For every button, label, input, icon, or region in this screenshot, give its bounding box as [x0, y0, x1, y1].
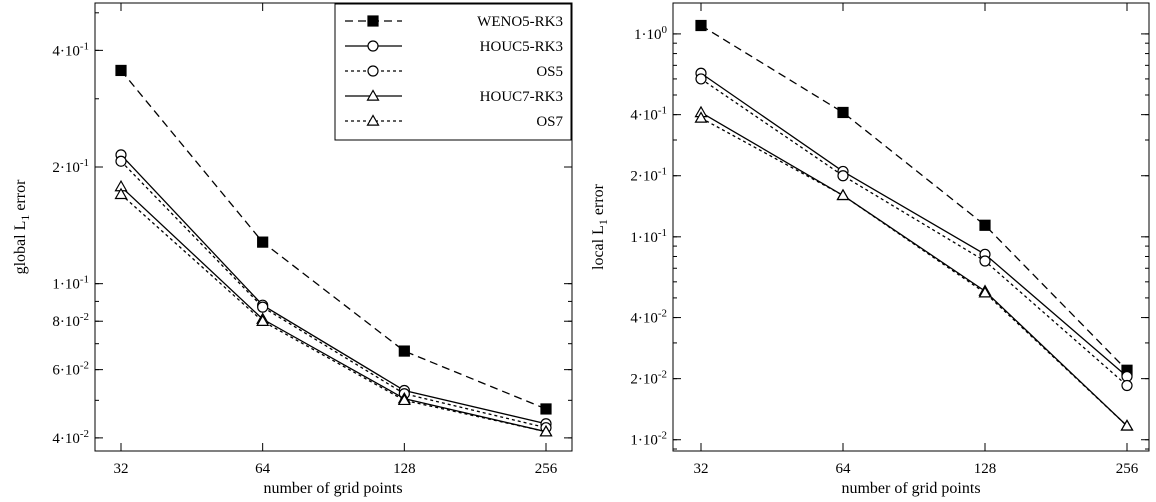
global-error-chart: 32 64 128 256 4·10-2 6·10-2 8·10-2 1·10-1 2·10-1…: [12, 2, 573, 497]
y-tick-label: 4·10-2: [52, 428, 89, 447]
series-line: [700, 24, 1128, 371]
data-point: [540, 403, 552, 415]
data-point: [694, 111, 708, 123]
plot-frame: [94, 2, 573, 452]
series-line: [120, 160, 547, 429]
y-tick-label: 1·100: [634, 24, 668, 43]
x-tick-label: 64: [255, 461, 271, 477]
data-point: [366, 114, 380, 126]
series: [695, 67, 1133, 383]
legend-label: HOUC5-RK3: [480, 39, 563, 55]
data-point: [539, 424, 553, 437]
series-line: [700, 117, 1128, 427]
y-axis-title: global L1 error: [12, 179, 32, 275]
tick-group: 32 64 128 256 4·10-2 6·10-2 8·10-2 1·10-1 2·10-1…: [52, 3, 572, 477]
x-tick-label: 256: [535, 461, 558, 477]
y-tick-label: 2·10-1: [630, 166, 667, 185]
series: [695, 19, 1133, 376]
legend-label: WENO5-RK3: [477, 14, 563, 30]
data-point: [367, 40, 379, 52]
y-tick-label: 4·10-1: [630, 105, 667, 124]
y-tick-label: 8·10-2: [52, 311, 89, 330]
data-point: [1120, 419, 1134, 431]
data-point: [836, 188, 850, 201]
x-tick-label: 128: [393, 461, 416, 477]
y-tick-label: 1·10-1: [630, 227, 667, 246]
data-point: [837, 170, 849, 182]
data-point: [1121, 379, 1133, 392]
series-line: [120, 154, 547, 425]
y-tick-label: 2·10-2: [630, 369, 667, 388]
legend-item: WENO5-RK3: [345, 14, 563, 30]
series: [694, 105, 1134, 431]
x-axis-title: number of grid points: [841, 480, 980, 497]
y-tick-label: 4·10-2: [630, 308, 667, 327]
data-point: [837, 106, 849, 119]
data-point: [695, 73, 707, 85]
data-point: [257, 236, 269, 248]
x-axis-title: number of grid points: [263, 480, 402, 497]
legend-label: HOUC7-RK3: [480, 89, 563, 105]
series: [115, 149, 552, 430]
series-group: [114, 64, 553, 437]
data-point: [695, 19, 707, 32]
series-line: [700, 111, 1128, 427]
legend-item: OS5: [345, 64, 563, 80]
y-tick-label: 4·10-1: [52, 40, 89, 59]
local-error-chart: 32 64 128 256 1·10-2 2·10-2 4·10-2 1·10-1 2·10-1…: [590, 2, 1150, 497]
legend-label: OS5: [536, 64, 563, 80]
data-point: [398, 345, 410, 357]
series-line: [120, 186, 547, 433]
series-line: [120, 70, 547, 410]
y-tick-label: 1·10-2: [630, 430, 667, 449]
x-tick-label: 32: [694, 461, 709, 477]
data-point: [114, 187, 128, 200]
series: [115, 155, 552, 434]
data-point: [979, 255, 991, 267]
data-point: [979, 219, 991, 231]
legend-label: OS7: [536, 114, 563, 130]
series: [695, 73, 1133, 392]
data-point: [978, 286, 992, 298]
y-tick-label: 1·10-1: [52, 274, 89, 293]
data-point: [367, 15, 379, 27]
x-tick-label: 64: [836, 461, 852, 477]
data-point: [115, 64, 127, 77]
x-tick-label: 32: [114, 461, 129, 477]
data-point: [397, 393, 411, 406]
data-point: [257, 301, 269, 313]
data-point: [256, 314, 270, 326]
x-tick-label: 128: [974, 461, 997, 477]
series: [694, 111, 1134, 431]
plot-frame: [672, 2, 1150, 452]
legend-item: HOUC7-RK3: [345, 89, 563, 105]
data-point: [366, 89, 380, 101]
y-tick-label: 2·10-1: [52, 157, 89, 176]
legend-item: OS7: [345, 114, 563, 130]
tick-group: 32 64 128 256 1·10-2 2·10-2 4·10-2 1·10-1 2·10-1…: [630, 3, 1149, 477]
data-point: [367, 65, 379, 77]
series-line: [700, 78, 1128, 387]
series-group: [694, 19, 1134, 431]
legend-item: HOUC5-RK3: [345, 39, 563, 55]
series-line: [700, 72, 1128, 377]
y-tick-label: 6·10-2: [52, 360, 89, 379]
data-point: [115, 155, 127, 167]
y-axis-title: local L1 error: [590, 183, 610, 270]
series-line: [120, 193, 547, 433]
series: [114, 187, 553, 437]
legend: WENO5-RK3 HOUC5-RK3 OS5 HOUC7-RK3 OS7: [334, 3, 572, 141]
x-tick-label: 256: [1116, 461, 1139, 477]
series: [115, 64, 552, 415]
